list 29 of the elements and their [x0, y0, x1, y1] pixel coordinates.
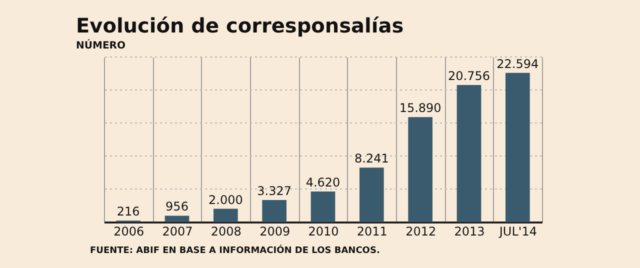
x-tick-label: 2008	[210, 224, 242, 238]
data-label: 956	[166, 200, 188, 214]
bar	[164, 216, 190, 222]
x-tick-label: 2010	[308, 224, 339, 238]
data-label: 3.327	[257, 184, 292, 198]
x-tick-label: JUL'14	[498, 224, 537, 238]
bar	[456, 85, 482, 222]
bar	[262, 200, 286, 222]
data-label: 22.594	[496, 56, 539, 71]
data-label: 15.890	[399, 101, 442, 116]
data-label: 4.620	[306, 176, 340, 190]
data-label: 2.000	[208, 192, 243, 207]
data-label: 216	[116, 204, 140, 219]
bar	[408, 117, 432, 222]
bar	[214, 208, 238, 222]
x-tick-label: 2006	[114, 224, 144, 238]
bar	[360, 168, 384, 222]
source-note: FUENTE: ABIF EN BASE A INFORMACIÓN DE LOS BANCOS.	[90, 244, 380, 256]
x-tick-label: 2011	[356, 224, 388, 238]
bar	[506, 72, 530, 222]
data-label: 8.241	[354, 152, 389, 166]
chart-title: Evolución de corresponsalías	[76, 14, 404, 38]
chart-subtitle: NÚMERO	[76, 38, 126, 52]
bar	[310, 192, 336, 222]
x-tick-label: 2013	[454, 224, 485, 238]
data-label: 20.756	[448, 69, 490, 84]
x-tick-label: 2007	[162, 224, 193, 238]
x-tick-label: 2012	[406, 224, 436, 238]
x-tick-label: 2009	[260, 224, 290, 238]
